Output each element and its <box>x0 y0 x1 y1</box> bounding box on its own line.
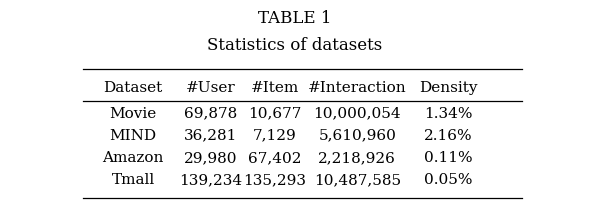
Text: 36,281: 36,281 <box>184 129 238 143</box>
Text: 10,487,585: 10,487,585 <box>314 173 401 187</box>
Text: Dataset: Dataset <box>104 81 163 95</box>
Text: 67,402: 67,402 <box>248 151 301 165</box>
Text: 2,218,926: 2,218,926 <box>319 151 396 165</box>
Text: 10,677: 10,677 <box>248 107 301 121</box>
Text: 1.34%: 1.34% <box>424 107 473 121</box>
Text: Statistics of datasets: Statistics of datasets <box>207 37 383 54</box>
Text: 7,129: 7,129 <box>253 129 297 143</box>
Text: 135,293: 135,293 <box>244 173 306 187</box>
Text: 0.11%: 0.11% <box>424 151 473 165</box>
Text: 29,980: 29,980 <box>184 151 238 165</box>
Text: 139,234: 139,234 <box>179 173 242 187</box>
Text: 0.05%: 0.05% <box>424 173 473 187</box>
Text: 69,878: 69,878 <box>184 107 238 121</box>
Text: #Interaction: #Interaction <box>308 81 407 95</box>
Text: #User: #User <box>186 81 236 95</box>
Text: Movie: Movie <box>110 107 157 121</box>
Text: TABLE 1: TABLE 1 <box>258 10 332 27</box>
Text: MIND: MIND <box>110 129 157 143</box>
Text: 2.16%: 2.16% <box>424 129 473 143</box>
Text: #Item: #Item <box>251 81 299 95</box>
Text: Amazon: Amazon <box>103 151 164 165</box>
Text: Tmall: Tmall <box>112 173 155 187</box>
Text: 10,000,054: 10,000,054 <box>313 107 401 121</box>
Text: Density: Density <box>419 81 478 95</box>
Text: 5,610,960: 5,610,960 <box>319 129 396 143</box>
